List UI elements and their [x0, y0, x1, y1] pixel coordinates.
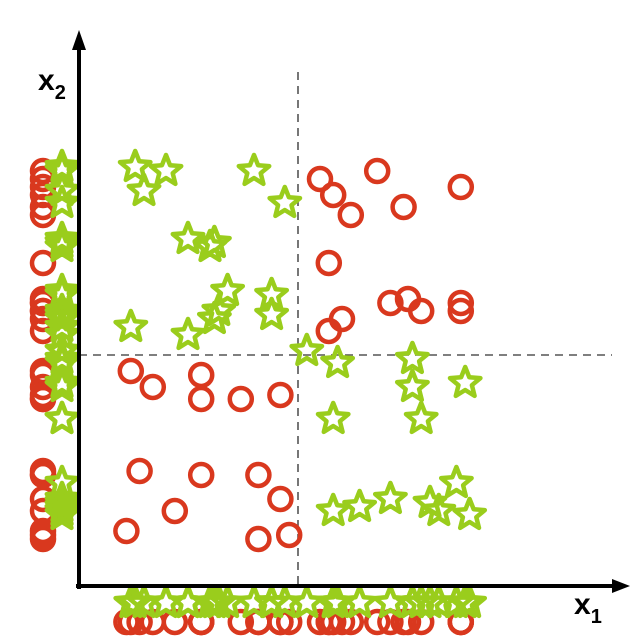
star-y-projection	[44, 220, 80, 255]
circle-point	[267, 485, 294, 513]
circle-point	[187, 461, 215, 489]
star-point	[372, 480, 408, 515]
y-axis-arrowhead	[72, 30, 86, 50]
star-point	[236, 152, 272, 187]
star-point	[126, 172, 162, 207]
circle-point	[315, 317, 343, 345]
star-x-projection	[342, 584, 378, 619]
star-point	[201, 292, 237, 327]
circle-point	[377, 289, 404, 317]
marginal-projections	[29, 148, 488, 636]
circle-y-projection	[29, 521, 57, 549]
star-point	[421, 492, 457, 527]
star-y-projection	[44, 332, 80, 367]
circle-point	[306, 165, 334, 193]
star-x-projection	[113, 584, 149, 619]
quadrant-dividers	[79, 72, 612, 586]
circle-point	[275, 521, 303, 549]
star-point	[394, 340, 430, 375]
star-point	[342, 488, 378, 523]
star-x-projection	[170, 584, 206, 619]
data-points	[113, 148, 488, 553]
circle-point	[390, 193, 417, 221]
star-point	[394, 368, 430, 403]
star-point	[403, 400, 439, 435]
star-point	[170, 316, 206, 351]
circle-point	[187, 385, 215, 413]
star-point	[315, 400, 351, 435]
star-point	[148, 152, 184, 187]
circle-point	[447, 297, 475, 325]
circle-point	[113, 517, 140, 545]
star-x-projection	[438, 584, 474, 619]
circle-point	[447, 173, 475, 201]
circle-point	[126, 457, 153, 485]
star-x-projection	[452, 584, 488, 619]
star-y-projection	[44, 496, 80, 531]
star-y-projection	[44, 484, 80, 519]
star-point	[315, 492, 351, 527]
axes	[72, 30, 630, 593]
circle-point	[161, 497, 189, 525]
circle-point	[337, 201, 365, 229]
star-x-projection	[372, 584, 408, 619]
star-y-projection	[44, 480, 80, 515]
circle-point	[315, 249, 343, 277]
star-point	[289, 332, 325, 367]
star-point	[452, 496, 488, 531]
star-point	[447, 364, 483, 399]
circle-point	[139, 373, 167, 401]
star-y-projection	[44, 364, 80, 399]
star-y-projection	[44, 184, 80, 219]
star-y-projection	[44, 492, 80, 527]
star-point	[196, 300, 232, 335]
star-point	[254, 296, 290, 331]
star-y-projection	[44, 224, 80, 259]
star-point	[117, 148, 153, 183]
x-axis-arrowhead	[612, 579, 630, 593]
circle-point	[267, 381, 294, 409]
circle-x-projection	[363, 608, 391, 636]
star-y-projection	[44, 172, 80, 207]
star-y-projection	[44, 400, 80, 435]
star-point	[438, 464, 474, 499]
star-x-projection	[254, 584, 290, 619]
circle-point	[227, 385, 255, 413]
star-point	[267, 184, 303, 219]
star-y-projection	[44, 152, 80, 187]
circle-point	[363, 157, 391, 185]
star-point	[170, 220, 206, 255]
circle-point	[407, 297, 435, 325]
x-axis-label: x1	[574, 588, 602, 628]
star-point	[113, 308, 149, 343]
axis-labels: x2 x1	[38, 64, 602, 628]
star-point	[210, 272, 246, 307]
circle-y-projection	[29, 249, 57, 277]
y-axis-label: x2	[38, 64, 66, 104]
star-point	[320, 344, 356, 379]
star-y-projection	[44, 464, 80, 499]
circle-point	[187, 361, 215, 389]
circle-point	[117, 357, 145, 385]
circle-point	[245, 525, 272, 553]
circle-x-projection	[227, 608, 255, 636]
circle-point	[319, 181, 347, 209]
circle-point	[447, 289, 475, 317]
circle-point	[245, 461, 272, 489]
star-point	[196, 224, 232, 259]
